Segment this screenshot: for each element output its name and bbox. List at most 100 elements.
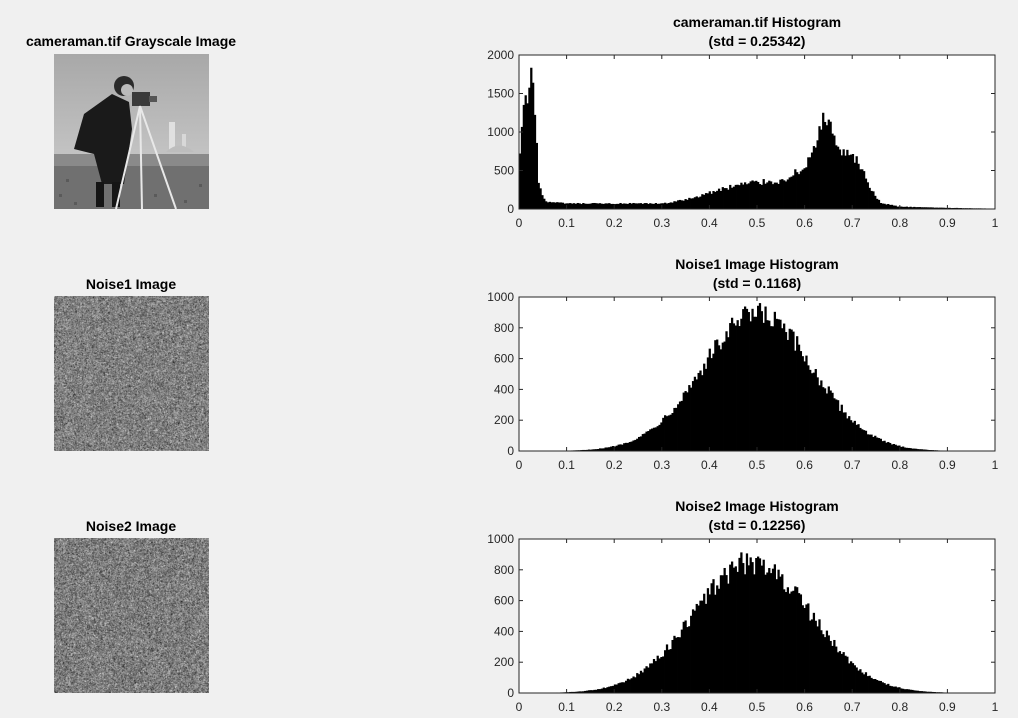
plot2-bar xyxy=(902,446,905,451)
plot2-bar xyxy=(745,308,749,451)
plot2-bar xyxy=(697,372,700,451)
plot2-bar xyxy=(584,449,587,451)
plot2-bar xyxy=(608,447,611,451)
plot1-bar xyxy=(924,207,927,209)
plot3-bar xyxy=(924,691,927,693)
plot1-bar xyxy=(673,201,676,209)
plot1-bar xyxy=(678,199,682,209)
plot3-bar xyxy=(758,558,762,693)
plot2-bar xyxy=(626,442,630,451)
plot1-bar xyxy=(716,190,719,209)
plot1-bar xyxy=(572,203,576,209)
plot2-bar xyxy=(656,426,659,451)
plot3-bar xyxy=(760,565,763,693)
plot2-xtick-label: 0.9 xyxy=(939,458,956,472)
plot3-bar xyxy=(876,680,879,693)
plot1-bar xyxy=(838,149,842,209)
plot1-bar xyxy=(610,203,613,209)
plot3-bar xyxy=(872,679,875,693)
plot3-bar xyxy=(879,680,882,693)
plot1-bar xyxy=(606,203,609,209)
plot3-bar xyxy=(708,594,711,693)
plot1-bar xyxy=(890,204,894,209)
plot3-bar xyxy=(593,689,596,693)
plot2-bar xyxy=(721,342,724,451)
plot2-bar xyxy=(829,390,832,451)
plot1-bar xyxy=(571,203,574,209)
plot2-bar xyxy=(770,326,773,451)
plot2-bar xyxy=(876,437,879,451)
plot3-bar xyxy=(861,672,864,693)
plot3-bar xyxy=(572,691,576,693)
plot2-ytick-label: 0 xyxy=(507,444,514,458)
plot3-bar xyxy=(652,658,656,693)
plot2-bar xyxy=(833,398,836,451)
plot3-bar xyxy=(822,634,825,693)
plot2-bar xyxy=(820,380,823,451)
plot2-ytick-label: 600 xyxy=(494,352,514,366)
plot1-bar xyxy=(848,155,851,209)
plot1-bar xyxy=(866,182,869,209)
plot1-bar xyxy=(639,203,643,209)
plot2-bar xyxy=(665,416,669,451)
plot2-bar xyxy=(604,447,607,451)
plot1-bar xyxy=(582,203,585,209)
plot2-xtick-label: 0.4 xyxy=(701,458,718,472)
plot1-bar xyxy=(730,187,734,209)
plot1-bar xyxy=(597,203,600,209)
plot1-bar xyxy=(693,197,697,209)
plot3-bar xyxy=(749,557,752,693)
plot3-bar xyxy=(881,682,884,693)
plot3-ytick-label: 0 xyxy=(507,686,514,700)
plot3-bar xyxy=(911,689,914,693)
plot2-bar xyxy=(877,438,881,451)
plot2-bar xyxy=(691,381,695,451)
plot3-bar xyxy=(740,552,743,693)
plot3-bar xyxy=(833,639,836,693)
plot1-bar xyxy=(870,190,873,209)
plot3-bar xyxy=(918,691,922,693)
plot1-bar xyxy=(684,199,687,209)
plot1-bar xyxy=(541,195,544,209)
plot2-bar xyxy=(823,388,827,451)
plot1-bar xyxy=(686,199,689,209)
plot1-bar xyxy=(680,200,684,209)
plot1-bar xyxy=(563,203,566,209)
plot1-bar xyxy=(578,203,581,209)
plot3-bar xyxy=(770,573,773,693)
plot1-ytick-label: 0 xyxy=(507,202,514,216)
plot3-bar xyxy=(597,689,600,693)
plot2-bar xyxy=(844,412,847,451)
plot1-bar xyxy=(790,176,793,209)
plot2-bar xyxy=(749,321,752,451)
plot1-bar xyxy=(732,186,736,209)
plot1-bar xyxy=(877,199,881,209)
plot3-bar xyxy=(794,586,797,693)
plot1-bar xyxy=(671,202,674,209)
plot2-bar xyxy=(758,303,762,451)
plot3-bar xyxy=(699,600,702,693)
plot2-xtick-label: 0.5 xyxy=(749,458,766,472)
plot3-bar xyxy=(742,563,745,693)
plot1-bar xyxy=(526,103,529,209)
plot3-xtick-label: 1 xyxy=(992,700,999,714)
plot2-bar xyxy=(682,392,685,451)
plot1-bar xyxy=(708,191,711,209)
plot1-xtick-label: 0.9 xyxy=(939,216,956,230)
plot1-bar xyxy=(643,203,646,209)
plot2-bar xyxy=(630,441,633,451)
plot1-bar xyxy=(846,149,849,209)
plot3-bar xyxy=(673,635,676,693)
plot1-bar xyxy=(920,207,923,209)
plot1-bar xyxy=(775,182,778,209)
plot2-bar xyxy=(610,446,613,451)
plot3-bar xyxy=(907,689,910,693)
plot3-bar xyxy=(734,566,737,693)
plot3-bar xyxy=(755,558,758,693)
plot1-bar xyxy=(736,184,739,209)
plot2-bar xyxy=(695,379,698,451)
plot2-bar xyxy=(911,448,914,451)
plot1-bar xyxy=(801,169,804,209)
plot1-bar xyxy=(872,191,875,209)
